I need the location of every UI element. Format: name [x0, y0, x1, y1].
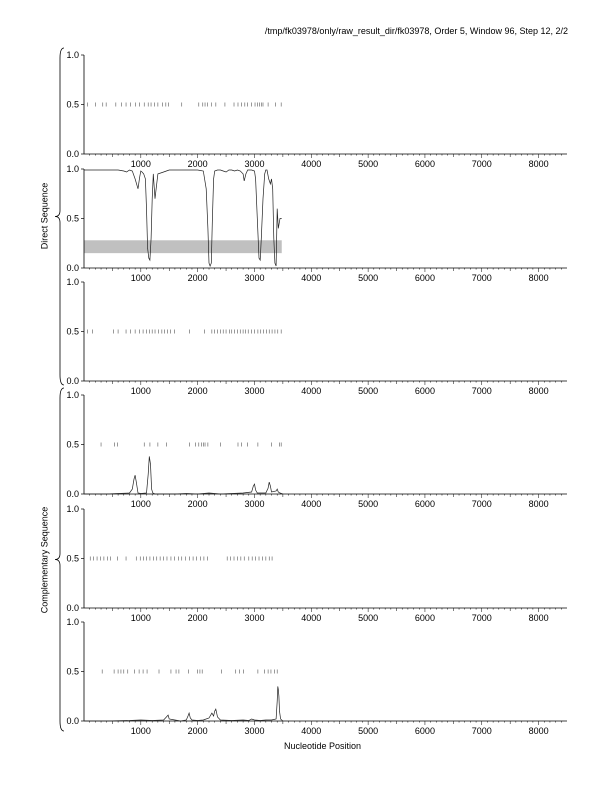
series-line-1 [84, 456, 284, 495]
x-tick-label: 8000 [529, 159, 549, 169]
y-tick-label: 0.5 [66, 327, 79, 337]
x-tick-label: 6000 [415, 613, 435, 623]
x-tick-label: 8000 [529, 613, 549, 623]
x-tick-label: 4000 [301, 613, 321, 623]
x-tick-label: 2000 [188, 273, 208, 283]
x-tick-label: 5000 [358, 726, 378, 736]
plot-panel-5: 0.0 0.5 1.0 1000 2000 3000 4000 5000 6000 7000 800… [66, 504, 567, 623]
y-tick-label: 0.5 [66, 667, 79, 677]
y-tick-label: 1.0 [66, 504, 79, 514]
plot-panel-4: 0.0 0.5 1.0 1000 2000 3000 4000 5000 6000 7000 800… [66, 390, 567, 509]
plot-panel-2: 0.0 0.5 1.0 1000 2000 3000 4000 5000 6000 7000 800… [66, 164, 567, 283]
shaded-band [84, 240, 282, 254]
x-tick-label: 6000 [415, 386, 435, 396]
x-tick-label: 2000 [188, 159, 208, 169]
series-line-1 [84, 169, 282, 267]
complementary-sequence-brace [54, 387, 65, 732]
x-tick-label: 4000 [301, 273, 321, 283]
x-tick-label: 7000 [472, 499, 492, 509]
x-tick-label: 7000 [472, 726, 492, 736]
x-tick-label: 5000 [358, 499, 378, 509]
y-tick-label: 1.0 [66, 164, 79, 174]
y-tick-label: 0.0 [66, 489, 79, 499]
x-tick-label: 6000 [415, 273, 435, 283]
y-tick-label: 0.0 [66, 376, 79, 386]
x-tick-label: 2000 [188, 613, 208, 623]
y-tick-label: 0.5 [66, 100, 79, 110]
x-tick-label: 7000 [472, 273, 492, 283]
x-axis-label: Nucleotide Position [284, 741, 362, 751]
x-tick-label: 8000 [529, 726, 549, 736]
y-tick-label: 0.5 [66, 214, 79, 224]
x-tick-label: 2000 [188, 726, 208, 736]
x-tick-label: 8000 [529, 386, 549, 396]
x-tick-label: 1000 [131, 726, 151, 736]
y-tick-label: 1.0 [66, 390, 79, 400]
file-header: /tmp/fk03978/only/raw_result_dir/fk03978… [264, 26, 568, 36]
x-tick-label: 4000 [301, 726, 321, 736]
y-tick-label: 1.0 [66, 617, 79, 627]
x-tick-label: 8000 [529, 273, 549, 283]
y-tick-label: 0.5 [66, 554, 79, 564]
x-tick-label: 3000 [244, 499, 264, 509]
direct-sequence-brace [54, 47, 65, 386]
y-tick-label: 0.0 [66, 263, 79, 273]
series-line-1 [84, 686, 284, 722]
x-tick-label: 3000 [244, 613, 264, 623]
x-tick-label: 4000 [301, 159, 321, 169]
x-tick-label: 5000 [358, 386, 378, 396]
y-tick-label: 0.5 [66, 440, 79, 450]
x-tick-label: 6000 [415, 499, 435, 509]
plot-panel-3: 0.0 0.5 1.0 1000 2000 3000 4000 5000 6000 7000 800… [66, 277, 567, 396]
plot-panel-1: 0.0 0.5 1.0 1000 2000 3000 4000 5000 6000 7000 800… [66, 50, 567, 169]
x-tick-label: 7000 [472, 386, 492, 396]
x-tick-label: 2000 [188, 499, 208, 509]
y-tick-label: 0.0 [66, 603, 79, 613]
x-tick-label: 7000 [472, 159, 492, 169]
x-tick-label: 4000 [301, 386, 321, 396]
x-tick-label: 7000 [472, 613, 492, 623]
x-tick-label: 1000 [131, 499, 151, 509]
y-tick-label: 0.0 [66, 716, 79, 726]
plot-panel-6: 0.0 0.5 1.0 1000 2000 3000 4000 5000 6000 7000 800… [66, 617, 567, 736]
x-tick-label: 1000 [131, 273, 151, 283]
x-tick-label: 1000 [131, 613, 151, 623]
x-tick-label: 8000 [529, 499, 549, 509]
x-tick-label: 3000 [244, 726, 264, 736]
x-tick-label: 1000 [131, 159, 151, 169]
x-tick-label: 3000 [244, 273, 264, 283]
x-tick-label: 5000 [358, 273, 378, 283]
y-tick-label: 1.0 [66, 277, 79, 287]
x-tick-label: 3000 [244, 386, 264, 396]
x-tick-label: 3000 [244, 159, 264, 169]
x-tick-label: 5000 [358, 613, 378, 623]
x-tick-label: 6000 [415, 159, 435, 169]
x-tick-label: 2000 [188, 386, 208, 396]
x-tick-label: 4000 [301, 499, 321, 509]
x-tick-label: 5000 [358, 159, 378, 169]
y-tick-label: 0.0 [66, 149, 79, 159]
x-tick-label: 1000 [131, 386, 151, 396]
x-tick-label: 6000 [415, 726, 435, 736]
y-tick-label: 1.0 [66, 50, 79, 60]
